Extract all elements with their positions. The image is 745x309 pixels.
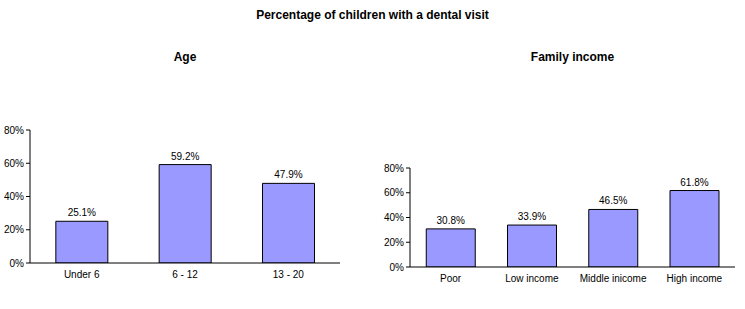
svg-text:25.1%: 25.1% — [68, 207, 96, 218]
svg-text:0%: 0% — [10, 258, 25, 269]
svg-text:High income: High income — [667, 273, 723, 284]
svg-text:60%: 60% — [8, 158, 24, 169]
html-text:Percentage of children with a: Percentage of children with a dental vis… — [256, 8, 489, 22]
svg-text:Poor: Poor — [440, 273, 462, 284]
svg-text:80%: 80% — [384, 163, 404, 174]
svg-text:30.8%: 30.8% — [437, 215, 465, 226]
svg-text:33.9%: 33.9% — [518, 211, 546, 222]
svg-text:47.9%: 47.9% — [274, 169, 302, 180]
svg-text:0%: 0% — [390, 262, 405, 273]
svg-text:40%: 40% — [8, 191, 24, 202]
svg-text:Middle inicome: Middle inicome — [580, 273, 647, 284]
svg-text:46.5%: 46.5% — [599, 195, 627, 206]
svg-text:59.2%: 59.2% — [171, 151, 199, 162]
svg-text:60%: 60% — [384, 187, 404, 198]
html-text:Age: Age — [173, 50, 197, 64]
svg-text:Low income: Low income — [505, 273, 559, 284]
svg-text:13 - 20: 13 - 20 — [273, 269, 305, 280]
svg-text:20%: 20% — [8, 224, 24, 235]
svg-text:6 - 12: 6 - 12 — [172, 269, 198, 280]
svg-text:Under 6: Under 6 — [64, 269, 100, 280]
svg-text:20%: 20% — [384, 237, 404, 248]
svg-text:40%: 40% — [384, 212, 404, 223]
svg-text:61.8%: 61.8% — [680, 177, 708, 188]
html-text:Family income: Family income — [530, 50, 615, 64]
svg-text:80%: 80% — [8, 125, 24, 136]
